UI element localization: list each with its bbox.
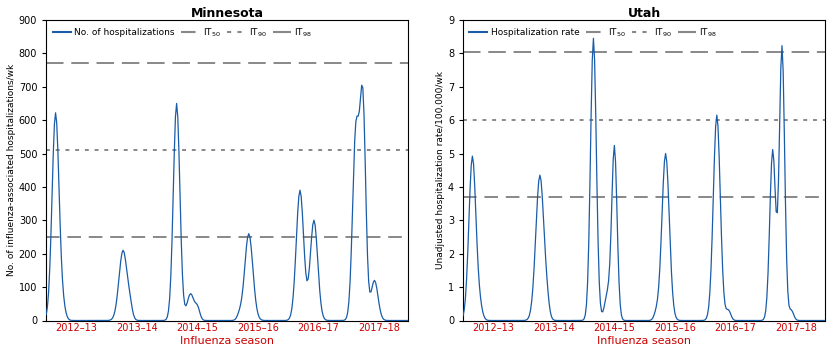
Title: Utah: Utah [627, 7, 661, 20]
Legend: Hospitalization rate, IT$_{50}$, IT$_{90}$, IT$_{98}$: Hospitalization rate, IT$_{50}$, IT$_{90… [466, 23, 721, 42]
X-axis label: Influenza season: Influenza season [597, 336, 691, 346]
Y-axis label: Unadjusted hospitalization rate/100,000/wk: Unadjusted hospitalization rate/100,000/… [436, 71, 445, 269]
X-axis label: Influenza season: Influenza season [181, 336, 275, 346]
Y-axis label: No. of influenza-associated hospitalizations/wk: No. of influenza-associated hospitalizat… [7, 64, 16, 276]
Title: Minnesota: Minnesota [191, 7, 264, 20]
Legend: No. of hospitalizations, IT$_{50}$, IT$_{90}$, IT$_{98}$: No. of hospitalizations, IT$_{50}$, IT$_… [49, 23, 316, 42]
